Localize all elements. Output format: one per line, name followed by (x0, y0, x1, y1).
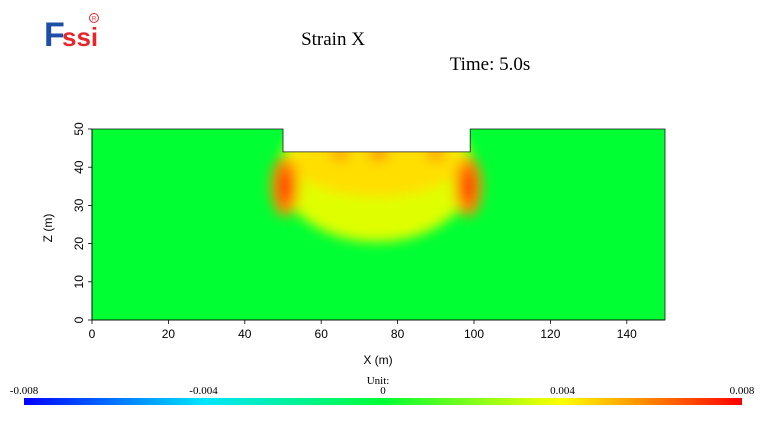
x-tick-label: 100 (464, 327, 484, 341)
strain-field (92, 129, 665, 320)
colorbar-tick-labels: -0.008 -0.004 0 0.004 0.008 (10, 385, 755, 397)
x-tick-label: 120 (540, 327, 560, 341)
colorbar-tick-label: 0.008 (730, 385, 755, 397)
y-tick-label: 10 (72, 275, 86, 289)
logo-letter-f: F (44, 16, 65, 54)
y-tick-label: 50 (72, 122, 86, 136)
x-tick-label: 20 (162, 327, 176, 341)
x-tick-label: 40 (238, 327, 252, 341)
colorbar-tick-label: 0 (380, 385, 386, 397)
x-tick-label: 60 (315, 327, 329, 341)
axes: 0 20 40 60 80 100 120 140 0 10 20 30 40 50 (72, 122, 665, 341)
logo-letters-ssi: ssi (62, 22, 98, 52)
strain-hotspot-core (372, 148, 385, 159)
registered-mark-circle (89, 13, 99, 23)
x-tick-label: 0 (89, 327, 96, 341)
domain-outline (91, 128, 666, 321)
colorbar-tick-label: 0.004 (550, 385, 575, 397)
y-tick-label: 20 (72, 237, 86, 251)
time-label: Time: 5.0s (450, 54, 531, 75)
strain-hotspot-core (334, 148, 347, 159)
colorbar: Unit: -0.008 -0.004 0 0.004 0.008 (10, 375, 755, 405)
x-tick-label: 80 (391, 327, 405, 341)
colorbar-tick-label: -0.008 (10, 385, 39, 397)
y-axis-label: Z (m) (41, 214, 55, 243)
registered-mark: R (92, 17, 97, 23)
x-tick-label: 140 (617, 327, 637, 341)
colorbar-unit-label: Unit: (367, 375, 390, 387)
strain-hotspot-core (429, 148, 442, 159)
y-tick-label: 0 (72, 316, 86, 323)
y-tick-label: 30 (72, 198, 86, 212)
fssi-logo: F ssi R (44, 13, 99, 54)
x-axis-label: X (m) (363, 353, 392, 367)
colorbar-strip (24, 398, 742, 405)
strain-hotspot-core (462, 168, 475, 205)
colorbar-tick-label: -0.004 (189, 385, 218, 397)
y-tick-label: 40 (72, 160, 86, 174)
chart-title: Strain X (301, 29, 365, 50)
strain-hotspot-core (278, 168, 291, 205)
